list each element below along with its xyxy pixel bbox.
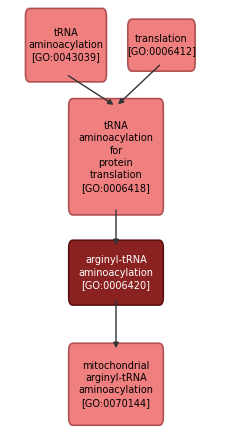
Text: tRNA
aminoacylation
for
protein
translation
[GO:0006418]: tRNA aminoacylation for protein translat… [78,121,153,193]
FancyBboxPatch shape [127,19,194,71]
FancyBboxPatch shape [68,343,163,425]
FancyBboxPatch shape [68,99,163,215]
Text: arginyl-tRNA
aminoacylation
[GO:0006420]: arginyl-tRNA aminoacylation [GO:0006420] [78,255,153,290]
FancyBboxPatch shape [25,8,106,82]
Text: mitochondrial
arginyl-tRNA
aminoacylation
[GO:0070144]: mitochondrial arginyl-tRNA aminoacylatio… [78,360,153,408]
Text: tRNA
aminoacylation
[GO:0043039]: tRNA aminoacylation [GO:0043039] [28,28,103,63]
Text: translation
[GO:0006412]: translation [GO:0006412] [126,34,195,57]
FancyBboxPatch shape [68,240,163,305]
